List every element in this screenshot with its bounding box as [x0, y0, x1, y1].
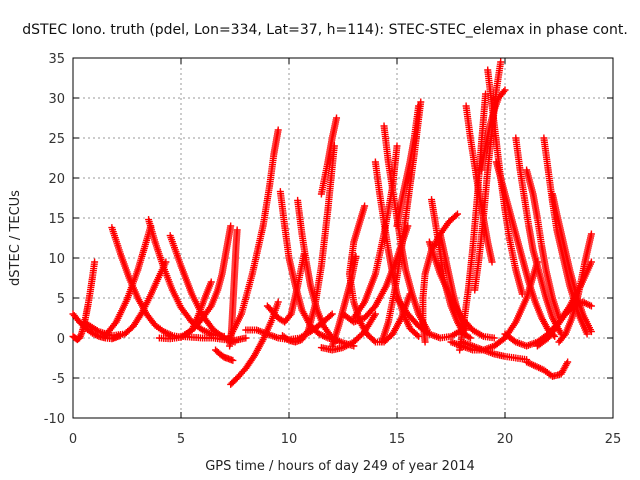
series-45: [447, 258, 541, 354]
data-point: [274, 126, 282, 134]
y-tick-label: 15: [48, 212, 65, 227]
series-26: [350, 142, 401, 322]
data-point: [417, 98, 425, 106]
data-point: [533, 258, 541, 266]
data-point: [501, 86, 509, 94]
x-tick-label: 15: [389, 432, 406, 447]
data-point: [453, 210, 461, 218]
data-point: [393, 142, 401, 150]
series-13: [227, 298, 282, 388]
series-5: [101, 222, 155, 340]
data-point: [327, 311, 335, 319]
data-point: [242, 334, 250, 342]
data-point: [560, 332, 568, 340]
data-point: [587, 258, 595, 266]
series-19: [317, 114, 341, 198]
data-point: [587, 302, 595, 310]
x-tick-label: 25: [605, 432, 622, 447]
data-point: [328, 310, 336, 318]
series-0: [69, 258, 99, 344]
y-tick-label: 20: [48, 172, 65, 187]
x-tick-label: 0: [69, 432, 77, 447]
data-point: [181, 331, 189, 339]
series-44: [533, 298, 595, 350]
data-point: [500, 88, 508, 96]
data-point: [77, 331, 85, 339]
x-tick-label: 5: [177, 432, 185, 447]
data-point: [147, 222, 155, 230]
data-point: [283, 335, 291, 343]
data-point: [286, 312, 294, 320]
data-point: [91, 258, 99, 266]
chart-title: dSTEC Iono. truth (pdel, Lon=334, Lat=37…: [22, 22, 628, 38]
data-point: [488, 258, 496, 266]
y-tick-label: 25: [48, 132, 65, 147]
data-point: [587, 328, 595, 336]
data-points: [69, 58, 595, 388]
y-axis-label: dSTEC / TECUs: [8, 190, 23, 286]
data-point: [226, 342, 234, 350]
x-tick-label: 10: [281, 432, 298, 447]
plot-frame: [72, 57, 614, 419]
y-tick-label: 35: [48, 52, 65, 67]
data-point: [466, 334, 474, 342]
series-28: [393, 102, 423, 230]
data-point: [229, 356, 237, 364]
y-tick-label: 5: [57, 292, 65, 307]
series-11: [212, 346, 237, 364]
series-12: [227, 126, 282, 340]
data-point: [303, 328, 311, 336]
data-point: [274, 298, 282, 306]
data-point: [207, 278, 215, 286]
data-point: [371, 310, 379, 318]
data-point: [88, 329, 96, 337]
data-point: [300, 250, 308, 258]
x-tick-label: 20: [497, 432, 514, 447]
data-point: [465, 333, 473, 341]
data-point: [583, 330, 591, 338]
data-point: [458, 326, 466, 334]
y-tick-label: 30: [48, 92, 65, 107]
series-9: [181, 222, 235, 339]
series-49: [425, 238, 498, 342]
data-point: [587, 230, 595, 238]
data-point: [415, 102, 423, 110]
data-point: [75, 334, 83, 342]
data-point: [317, 190, 325, 198]
data-point: [452, 211, 460, 219]
data-point: [413, 331, 421, 339]
data-point: [490, 334, 498, 342]
data-point: [564, 358, 572, 366]
series-33: [462, 102, 496, 266]
data-point: [497, 58, 505, 66]
y-tick-label: -5: [52, 372, 65, 387]
series-48: [393, 294, 466, 342]
series-17: [263, 250, 308, 326]
axis-ticks: 0 5 10 15 20 25 -10 -5 0 5 10 15 20 25 30 35: [44, 52, 622, 447]
y-tick-label: 0: [57, 332, 65, 347]
series-47: [523, 358, 572, 380]
series-36: [477, 86, 509, 174]
series-18: [279, 142, 338, 346]
y-tick-label: -10: [44, 412, 65, 427]
x-axis-label: GPS time / hours of day 249 of year 2014: [205, 459, 475, 474]
data-point: [370, 337, 378, 345]
data-point: [482, 90, 490, 98]
y-tick-label: 10: [48, 252, 65, 267]
data-point: [76, 332, 84, 340]
